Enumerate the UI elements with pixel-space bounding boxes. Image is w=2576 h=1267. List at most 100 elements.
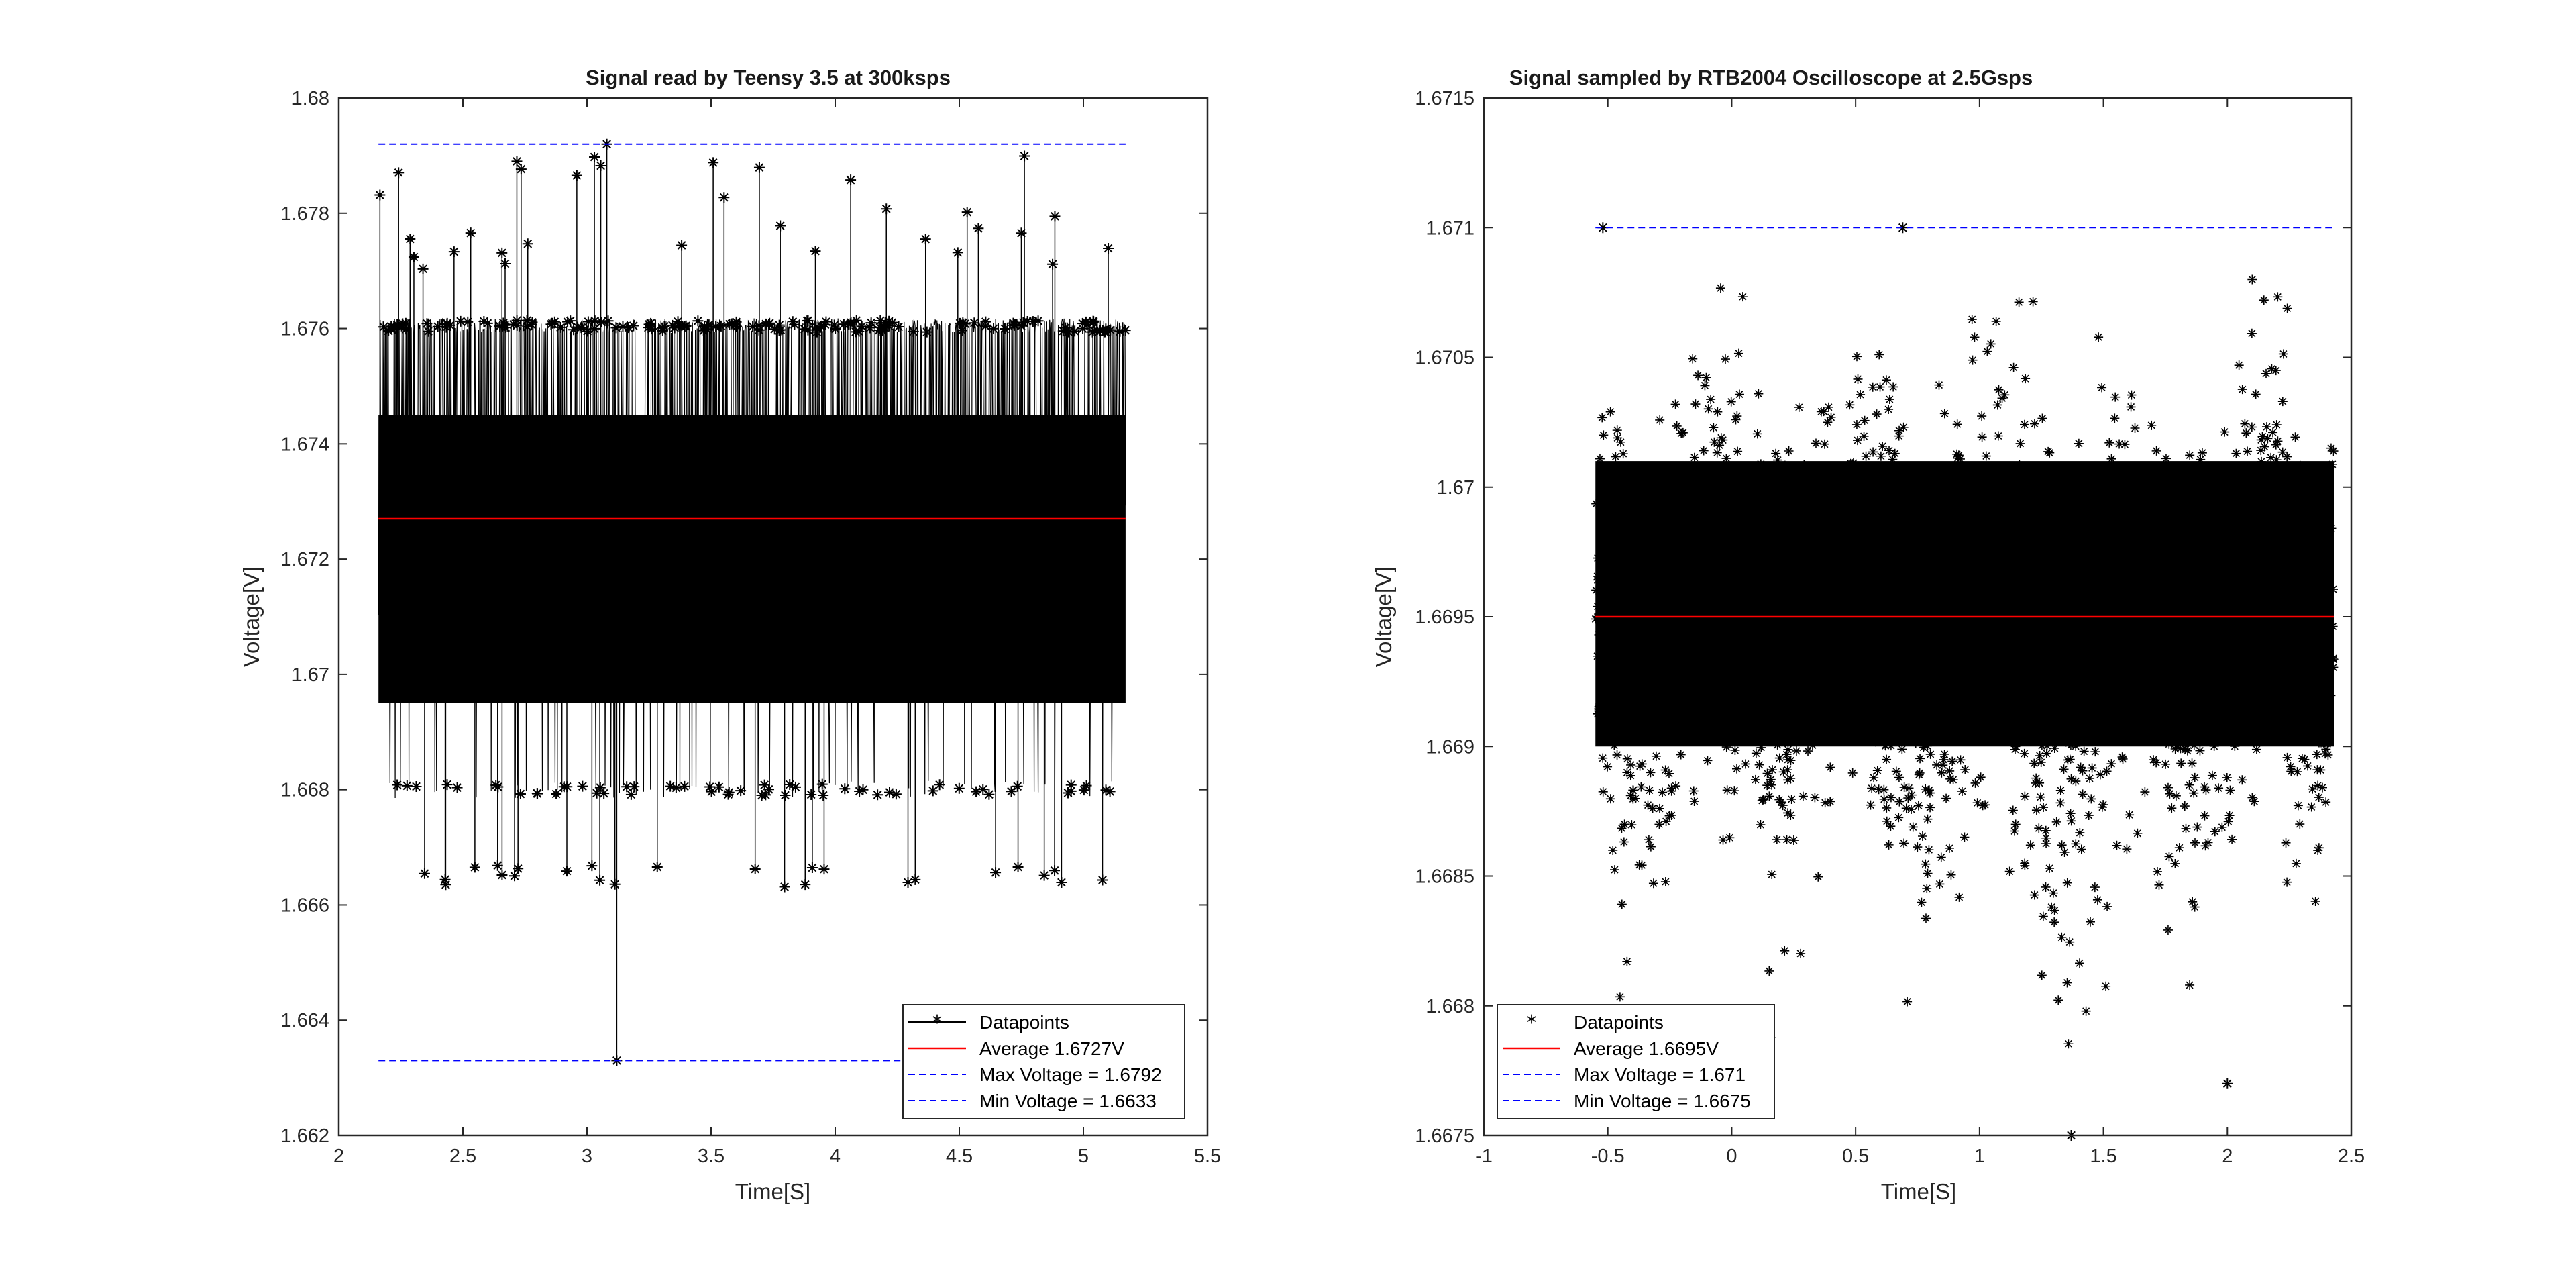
datapoint-marker <box>2266 548 2276 558</box>
datapoint-marker <box>2010 682 2020 692</box>
datapoint-marker <box>2245 497 2255 507</box>
datapoint-marker <box>1996 597 2006 607</box>
datapoint-marker <box>1898 475 1909 485</box>
datapoint-marker <box>2189 788 2199 798</box>
datapoint-marker <box>1922 884 1932 893</box>
datapoint-marker <box>2291 691 2301 701</box>
datapoint-marker <box>934 779 945 791</box>
datapoint-marker <box>1913 842 1923 852</box>
datapoint-marker <box>1799 727 1809 737</box>
datapoint-marker <box>2305 574 2315 585</box>
datapoint-marker <box>1629 609 1639 619</box>
datapoint-marker <box>2111 722 2121 732</box>
datapoint-marker <box>2065 623 2075 633</box>
datapoint-marker <box>1713 565 1723 575</box>
datapoint-marker <box>2055 785 2065 795</box>
y-tick-label: 1.672 <box>280 549 329 570</box>
datapoint-marker <box>2198 656 2208 666</box>
datapoint-marker <box>1880 574 1890 584</box>
datapoint-marker <box>2218 692 2228 702</box>
datapoint-marker <box>1605 714 1615 724</box>
y-tick-label: 1.6715 <box>1415 88 1474 109</box>
datapoint-marker <box>1694 663 1704 673</box>
datapoint-marker <box>2049 917 2059 927</box>
datapoint-marker <box>1755 498 1765 508</box>
datapoint-marker <box>1943 648 1953 658</box>
datapoint-marker <box>1946 870 1956 880</box>
datapoint-marker <box>1666 783 1676 793</box>
datapoint-marker <box>411 780 422 792</box>
datapoint-marker <box>2249 645 2259 655</box>
ticks: -1 -0.5 0 0.5 1 1.5 2 2.51.66751.6681.66851.669… <box>1415 88 2365 1167</box>
datapoint-marker <box>713 781 724 793</box>
datapoint-marker <box>1762 507 1772 517</box>
datapoint-marker <box>2315 548 2325 558</box>
datapoint-marker <box>2312 735 2322 745</box>
datapoint-marker <box>1939 730 1949 740</box>
datapoint-marker <box>1944 596 1954 606</box>
datapoint-marker <box>522 238 533 250</box>
outlier-marker <box>1597 222 1609 234</box>
datapoint-marker <box>921 326 932 338</box>
datapoint-marker <box>2013 606 2023 616</box>
datapoint-marker <box>1707 550 1717 560</box>
datapoint-marker <box>1947 503 1957 513</box>
datapoint-marker <box>1638 602 1648 612</box>
datapoint-marker <box>2235 565 2245 575</box>
datapoint-marker <box>1686 667 1697 677</box>
datapoint-marker <box>2024 640 2034 650</box>
datapoint-marker <box>1603 507 1613 517</box>
datapoint-marker <box>1823 644 1833 654</box>
datapoint-marker <box>2153 601 2163 611</box>
datapoint-marker <box>2310 680 2320 690</box>
datapoint-marker <box>549 316 560 327</box>
datapoint-marker <box>1669 592 1679 602</box>
datapoint-marker <box>1782 765 1792 775</box>
datapoint-marker <box>1625 770 1635 780</box>
datapoint-marker <box>1668 604 1678 614</box>
datapoint-marker <box>1650 596 1660 606</box>
y-tick-label: 1.676 <box>280 319 329 340</box>
datapoint-marker <box>2159 688 2169 698</box>
datapoint-marker <box>1831 488 1841 498</box>
datapoint-marker <box>828 319 840 331</box>
datapoint-marker <box>1638 542 1647 552</box>
datapoint-marker <box>2282 303 2292 313</box>
datapoint-marker <box>1980 800 1990 810</box>
datapoint-marker <box>670 782 682 793</box>
datapoint-marker <box>2019 678 2029 689</box>
datapoint-marker <box>1915 725 1925 736</box>
datapoint-marker <box>1756 742 1766 752</box>
datapoint-marker <box>2135 508 2145 518</box>
datapoint-marker <box>2163 644 2174 654</box>
datapoint-marker <box>1770 646 1780 656</box>
datapoint-marker <box>2230 556 2240 566</box>
datapoint-marker <box>779 881 790 893</box>
datapoint-marker <box>1968 637 1978 647</box>
datapoint-marker <box>2052 720 2062 730</box>
datapoint-marker <box>1605 794 1615 804</box>
datapoint-marker <box>1601 674 1611 685</box>
datapoint-marker <box>1607 523 1617 534</box>
datapoint-marker <box>2096 568 2106 578</box>
datapoint-marker <box>1899 581 1909 591</box>
datapoint-marker <box>1097 325 1108 336</box>
datapoint-marker <box>2262 519 2272 529</box>
datapoint-marker <box>1644 835 1654 845</box>
datapoint-marker <box>2165 538 2176 548</box>
datapoint-marker <box>2251 586 2261 596</box>
datapoint-marker <box>2241 428 2251 438</box>
datapoint-marker <box>1660 877 1670 887</box>
datapoint-marker <box>1829 487 1839 497</box>
datapoint-marker <box>2176 656 2186 666</box>
datapoint-marker <box>2065 676 2076 687</box>
datapoint-marker <box>1823 402 1833 412</box>
datapoint-marker <box>1601 552 1611 562</box>
datapoint-marker <box>2260 668 2270 678</box>
datapoint-marker <box>1931 568 1941 578</box>
datapoint-marker <box>1936 542 1946 552</box>
datapoint-marker <box>2151 642 2161 652</box>
datapoint-marker <box>2074 438 2084 448</box>
datapoint-marker <box>2261 368 2271 378</box>
datapoint-marker <box>1811 664 1821 674</box>
